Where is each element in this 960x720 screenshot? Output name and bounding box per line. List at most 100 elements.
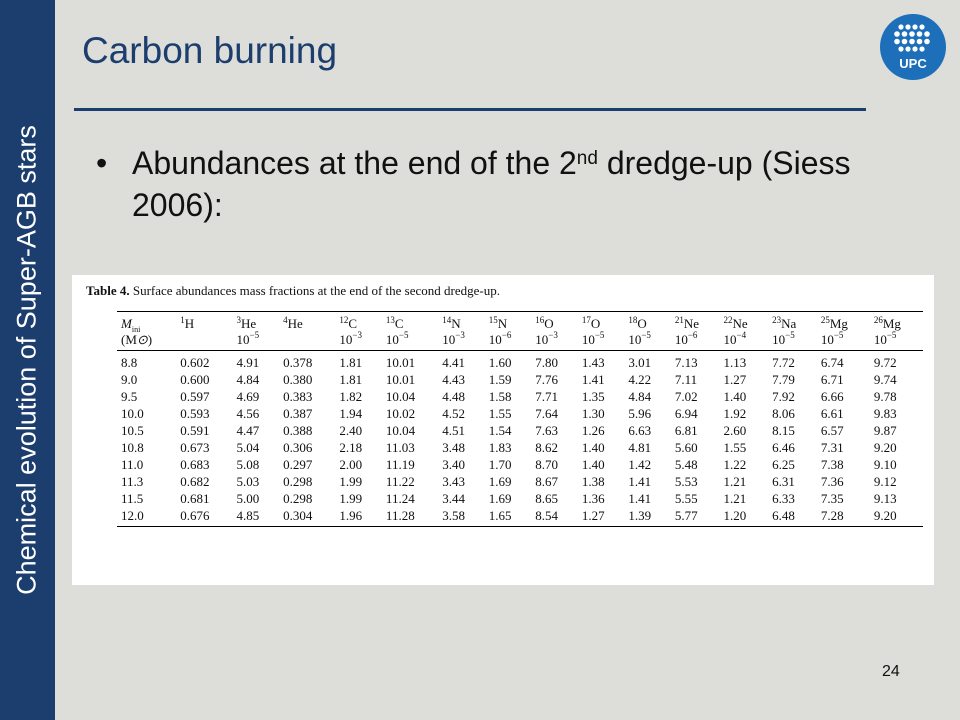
- table-row: 10.8 0.673 5.04 0.306 2.18 11.03 3.48 1.83 8.62 1…: [117, 439, 923, 456]
- header-species: 13C: [385, 315, 404, 331]
- table-cell: 0.600: [180, 371, 210, 387]
- table-cell: 7.80: [535, 354, 559, 370]
- table-cell: 10.5: [121, 422, 144, 438]
- table-cell: 11.28: [385, 507, 415, 523]
- table-cell: 11.0: [121, 456, 144, 472]
- table-cell: 0.591: [180, 422, 210, 438]
- table-cell: 0.304: [283, 507, 313, 523]
- table-cell: 7.63: [535, 422, 559, 438]
- caption-label: Table 4.: [86, 283, 130, 298]
- table-cell: 10.01: [385, 371, 416, 387]
- table-cell: 1.55: [723, 439, 747, 455]
- table-cell: 0.681: [180, 490, 210, 506]
- table-row: 10.0 0.593 4.56 0.387 1.94 10.02 4.52 1.55 7.64 1…: [117, 405, 923, 422]
- table-cell: 0.602: [180, 354, 210, 370]
- header-species: 12C: [339, 315, 358, 331]
- table-cell: 10.01: [385, 354, 416, 370]
- table-cell: 3.44: [442, 490, 466, 506]
- table-cell: 3.40: [442, 456, 466, 472]
- table-cell: 1.59: [488, 371, 512, 387]
- header-mass: Mini: [121, 316, 141, 334]
- table-cell: 5.96: [628, 405, 652, 421]
- table-cell: 9.20: [873, 507, 897, 523]
- header-unit: 10−5: [236, 330, 260, 347]
- table-cell: 0.297: [283, 456, 313, 472]
- table-cell: 9.20: [873, 439, 897, 455]
- table-cell: 1.82: [339, 388, 363, 404]
- table-cell: 5.60: [674, 439, 698, 455]
- table-cell: 1.81: [339, 371, 363, 387]
- table-cell: 0.593: [180, 405, 210, 421]
- sidebar-title: Chemical evolution of Super-AGB stars: [11, 125, 42, 595]
- table-cell: 0.682: [180, 473, 210, 489]
- table-cell: 9.83: [873, 405, 897, 421]
- table-cell: 1.21: [723, 490, 747, 506]
- table-cell: 4.22: [628, 371, 652, 387]
- bullet-dot: •: [96, 145, 108, 181]
- table-cell: 0.387: [283, 405, 313, 421]
- table-cell: 1.38: [581, 473, 605, 489]
- table-cell: 4.91: [236, 354, 260, 370]
- table-cell: 7.76: [535, 371, 559, 387]
- table-row: 9.0 0.600 4.84 0.380 1.81 10.01 4.43 1.59 7.76 1.…: [117, 371, 923, 388]
- table-cell: 1.96: [339, 507, 363, 523]
- header-row-species: Mini 1H 3He 4He 12C 13C 14N 15N 16O 17O 18O 21Ne 22…: [117, 312, 923, 334]
- table-cell: 1.30: [581, 405, 605, 421]
- header-species: 26Mg: [873, 315, 901, 331]
- table-row: 12.0 0.676 4.85 0.304 1.96 11.28 3.58 1.65 8.54 1…: [117, 507, 923, 527]
- header-unit: 10−5: [628, 330, 651, 347]
- header-unit: 10−5: [873, 330, 897, 347]
- table-cell: 8.67: [535, 473, 559, 489]
- table-cell: 6.46: [772, 439, 795, 455]
- table-cell: 7.11: [674, 371, 698, 387]
- table-cell: 5.04: [236, 439, 260, 455]
- caption-text: Surface abundances mass fractions at the…: [129, 283, 500, 298]
- header-species: 17O: [581, 315, 601, 331]
- sidebar: Chemical evolution of Super-AGB stars: [0, 0, 55, 720]
- table-cell: 2.18: [339, 439, 363, 455]
- table-cell: 0.298: [283, 490, 313, 506]
- table-cell: 4.48: [442, 388, 466, 404]
- header-species: 18O: [628, 315, 647, 331]
- table-cell: 5.08: [236, 456, 260, 472]
- header-species: 3He: [236, 315, 257, 331]
- table-cell: 4.84: [628, 388, 652, 404]
- table-cell: 1.22: [723, 456, 747, 472]
- header-unit: [176, 332, 232, 351]
- header-mass-unit: (M⊙): [121, 332, 153, 347]
- table-cell: 1.99: [339, 473, 363, 489]
- title-underline: [74, 108, 866, 111]
- table-cell: 4.41: [442, 354, 466, 370]
- header-unit: 10−5: [820, 330, 844, 347]
- table-cell: 0.383: [283, 388, 313, 404]
- table-cell: 11.5: [121, 490, 144, 506]
- table-cell: 7.92: [772, 388, 795, 404]
- table-cell: 3.43: [442, 473, 466, 489]
- table-cell: 1.36: [581, 490, 605, 506]
- table-cell: 6.31: [772, 473, 795, 489]
- table-cell: 1.92: [723, 405, 747, 421]
- table-cell: 9.74: [873, 371, 897, 387]
- table-cell: 4.84: [236, 371, 260, 387]
- table-cell: 1.41: [581, 371, 605, 387]
- header-unit: 10−6: [488, 330, 512, 347]
- table-cell: 0.673: [180, 439, 210, 455]
- table-cell: 8.54: [535, 507, 559, 523]
- table-cell: 1.27: [723, 371, 747, 387]
- table-cell: 2.60: [723, 422, 747, 438]
- table-caption: Table 4. Surface abundances mass fractio…: [86, 283, 500, 299]
- table-cell: 10.04: [385, 388, 416, 404]
- header-species: 25Mg: [820, 315, 848, 331]
- table-cell: 4.43: [442, 371, 466, 387]
- table-cell: 4.69: [236, 388, 260, 404]
- table-cell: 1.20: [723, 507, 747, 523]
- header-unit: [279, 332, 335, 351]
- table-cell: 1.94: [339, 405, 363, 421]
- bullet-superscript: nd: [576, 148, 598, 169]
- table-cell: 8.06: [772, 405, 795, 421]
- table-cell: 7.02: [674, 388, 698, 404]
- table-cell: 4.52: [442, 405, 466, 421]
- table-row: 9.5 0.597 4.69 0.383 1.82 10.04 4.48 1.58 7.71 1.…: [117, 388, 923, 405]
- table-cell: 6.48: [772, 507, 795, 523]
- table-cell: 0.683: [180, 456, 210, 472]
